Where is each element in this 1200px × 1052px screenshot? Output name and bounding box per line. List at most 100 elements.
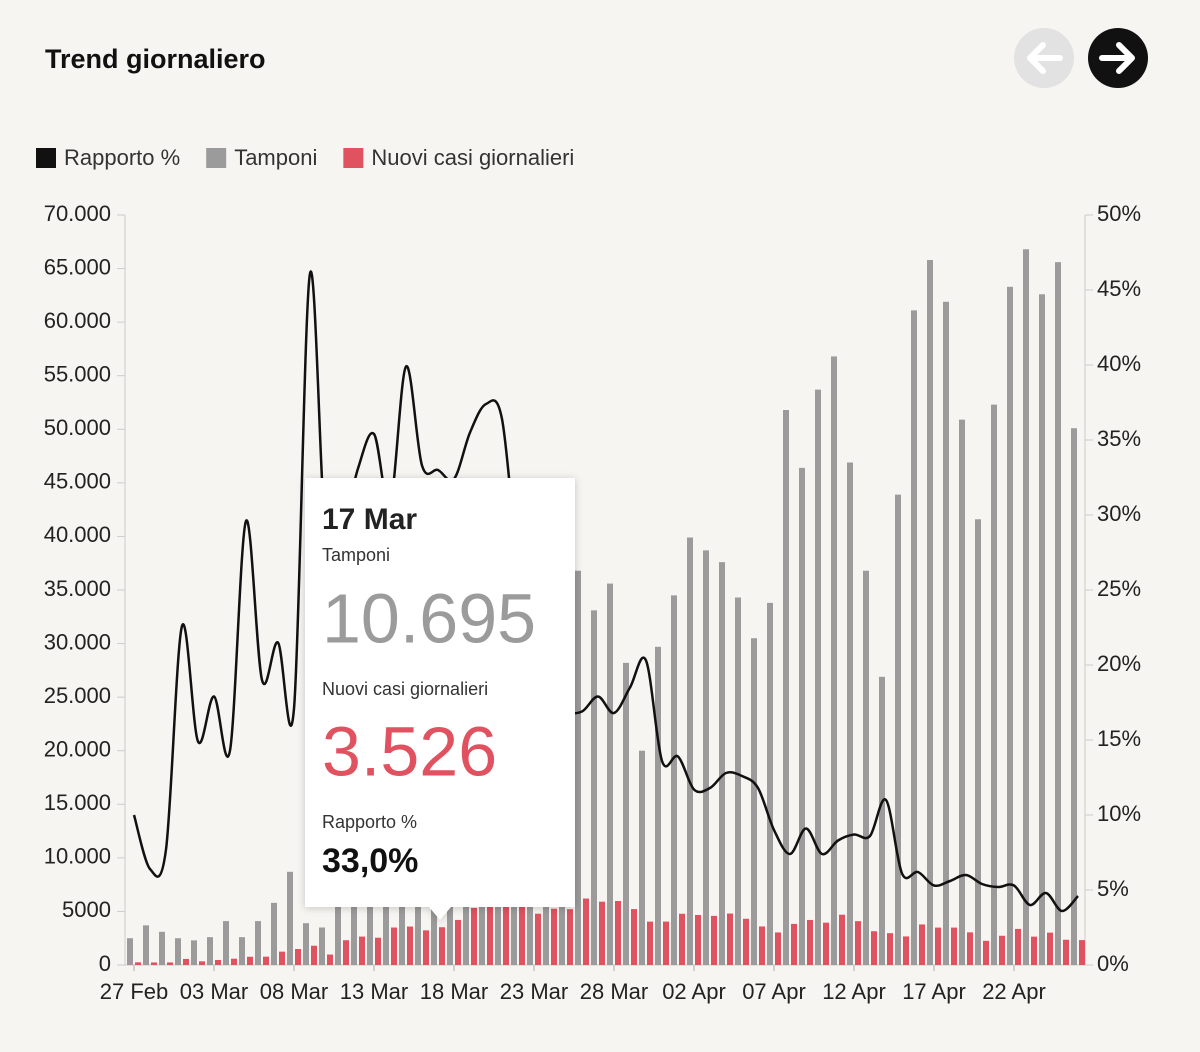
bar [343, 940, 349, 965]
bar [199, 961, 205, 965]
y2-tick-label: 45% [1097, 276, 1141, 301]
bar [471, 907, 477, 965]
bar [927, 260, 933, 965]
bar [607, 583, 613, 965]
bar [863, 570, 869, 965]
bar [727, 913, 733, 965]
bar [599, 901, 605, 965]
chart-title: Trend giornaliero [45, 44, 266, 74]
x-tick-label: 13 Mar [340, 979, 408, 1004]
bar [919, 924, 925, 965]
bar [1007, 286, 1013, 965]
bar [991, 404, 997, 966]
x-tick-label: 12 Apr [822, 979, 886, 1004]
bar [743, 918, 749, 965]
bar [631, 909, 637, 965]
bar [655, 646, 661, 965]
bar [695, 914, 701, 965]
bar [935, 927, 941, 965]
bar [639, 750, 645, 965]
bar [247, 956, 253, 965]
bar [647, 921, 653, 965]
bar [703, 550, 709, 965]
y2-tick-label: 5% [1097, 876, 1129, 901]
y-tick-label: 15.000 [44, 790, 111, 815]
bar [503, 894, 509, 965]
prev-arrow[interactable] [1027, 42, 1063, 74]
bar [415, 861, 421, 965]
bar [663, 921, 669, 965]
y-tick-label: 65.000 [44, 254, 111, 279]
bar [391, 927, 397, 965]
y2-tick-label: 25% [1097, 576, 1141, 601]
bar [791, 923, 797, 965]
y-tick-label: 20.000 [44, 737, 111, 762]
next-arrow[interactable] [1099, 42, 1135, 74]
y-tick-label: 60.000 [44, 308, 111, 333]
bar [127, 938, 133, 965]
bar [135, 962, 141, 965]
bar [263, 956, 269, 965]
tooltip-box [305, 478, 575, 920]
bar [167, 962, 173, 965]
bar [983, 940, 989, 965]
bar [711, 915, 717, 965]
tooltip-label: Nuovi casi giornalieri [322, 679, 488, 699]
bar [375, 937, 381, 965]
legend-swatch [36, 148, 56, 168]
x-tick-label: 28 Mar [580, 979, 648, 1004]
bar [583, 898, 589, 965]
bar [175, 938, 181, 965]
bar [215, 960, 221, 965]
bar [831, 356, 837, 965]
bar [439, 927, 445, 965]
y2-tick-label: 40% [1097, 351, 1141, 376]
bar [287, 871, 293, 965]
bar [231, 958, 237, 965]
bar [319, 927, 325, 965]
legend-label: Tamponi [234, 145, 317, 170]
bar [575, 570, 581, 965]
next-button[interactable] [1088, 28, 1148, 88]
tooltip-value: 33,0% [322, 842, 418, 880]
bar [551, 908, 557, 965]
bar [735, 597, 741, 965]
y-tick-label: 45.000 [44, 469, 111, 494]
line [132, 270, 1079, 913]
bar [351, 879, 357, 965]
bar [279, 951, 285, 965]
bar [775, 932, 781, 965]
x-tick-label: 03 Mar [180, 979, 248, 1004]
legend-swatch [343, 148, 364, 168]
bar [839, 914, 845, 965]
y-tick-label: 30.000 [44, 629, 111, 654]
bar [855, 921, 861, 965]
bar [159, 931, 165, 965]
bar [879, 676, 885, 965]
bar [823, 922, 829, 965]
y2-tick-label: 0% [1097, 951, 1129, 976]
prev-button[interactable] [1014, 28, 1074, 88]
x-tick-label: 07 Apr [742, 979, 806, 1004]
y2-tick-label: 10% [1097, 801, 1141, 826]
bar [975, 519, 981, 965]
bar [1031, 936, 1037, 965]
y-tick-label: 70.000 [44, 201, 111, 226]
legend-swatch [206, 148, 227, 168]
bar [815, 389, 821, 966]
bar [1039, 294, 1045, 965]
bar [271, 902, 277, 965]
y-tick-label: 55.000 [44, 362, 111, 387]
bar [687, 537, 693, 965]
legend-label: Nuovi casi giornalieri [371, 145, 574, 170]
bar [671, 595, 677, 965]
bar [423, 930, 429, 965]
bar [1023, 249, 1029, 966]
bar [183, 958, 189, 965]
x-tick-label: 23 Mar [500, 979, 568, 1004]
bar [807, 919, 813, 965]
bar [255, 921, 261, 965]
y-tick-label: 25.000 [44, 683, 111, 708]
x-tick-label: 22 Apr [982, 979, 1046, 1004]
bar [335, 879, 341, 965]
